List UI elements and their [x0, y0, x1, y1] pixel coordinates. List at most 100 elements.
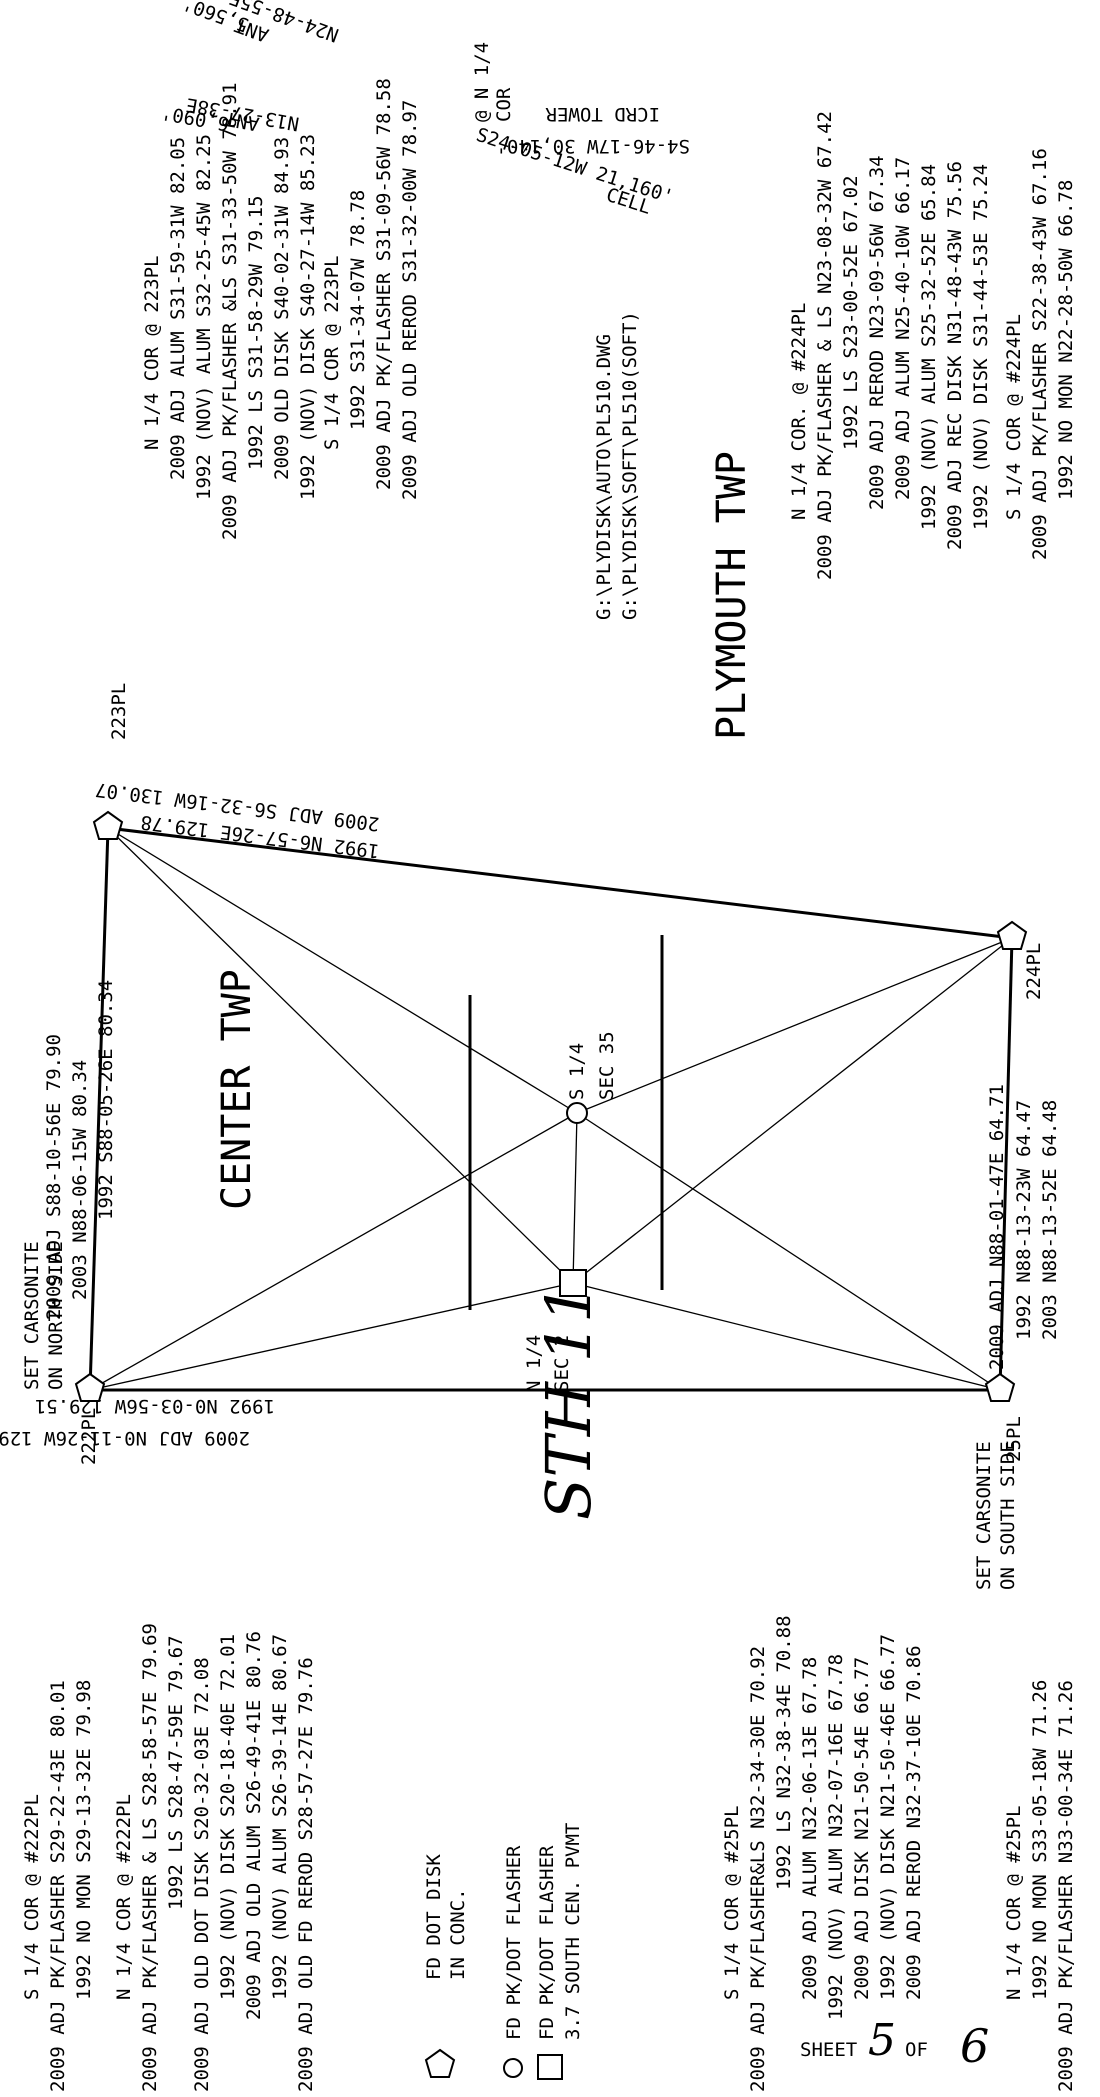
pentagon-icon [996, 920, 1028, 950]
annotation-text: 1992 (NOV) ALUM S26-39-14E 80.67 [269, 1634, 291, 2000]
block-224-s: S 1/4 COR @ #224PL 2009 ADJ PK/FLASHER S… [1003, 148, 1077, 560]
tie-25-n14 [572, 1282, 1001, 1391]
bottom-bearing-3: 2003 N88-13-52E 64.48 [1039, 1100, 1061, 1340]
corner-label-224: 224PL [1023, 943, 1045, 1000]
annotation-text: 2009 ADJ REROD N32-37-10E 70.86 [903, 1645, 925, 2000]
tie-223-s14 [107, 827, 578, 1114]
sheet-number: 5 [868, 2015, 896, 2066]
center-twp-label: CENTER TWP [214, 969, 260, 1210]
annotation-text: 1992 (NOV) DISK N21-50-46E 66.77 [877, 1634, 899, 2000]
n14cor-label-2: COR [493, 87, 515, 122]
annotation-text: 1992 LS S31-58-29W 79.15 [245, 195, 267, 470]
block-224-n: N 1/4 COR. @ #224PL 2009 ADJ PK/FLASHER … [788, 111, 992, 580]
boundary-lines [88, 826, 1014, 1392]
annotation-text: 2009 ADJ OLD DOT DISK S20-32-03E 72.08 [191, 1657, 213, 2092]
bottom-bearing-1: 2009 ADJ N88-01-47E 64.71 [986, 1084, 1008, 1370]
annotation-text: 1992 (NOV) ALUM N32-07-16E 67.78 [825, 1654, 847, 2020]
annotation-text: 2009 ADJ REROD N23-09-56W 67.34 [866, 155, 888, 510]
legend-pk-square: FD PK/DOT FLASHER [536, 1845, 558, 2040]
carsonite-south: SET CARSONITE [973, 1441, 995, 1590]
block-222-s: S 1/4 COR @ #222PL 2009 ADJ PK/FLASHER S… [21, 1680, 95, 2092]
annotation-text: N 1/4 COR @ #222PL [113, 1794, 135, 2000]
pentagon-icon [92, 810, 124, 840]
annotation-text: 1992 NO MON N22-28-50W 66.78 [1055, 180, 1077, 500]
tower-bearing: S4-46-17W 30,140' [496, 135, 690, 157]
annotation-text: 2009 ADJ OLD REROD S31-32-00W 78.97 [399, 100, 421, 500]
annotation-text: 1992 NO MON S33-05-18W 71.26 [1029, 1680, 1051, 2000]
annotation-text: 2009 ADJ DISK N21-50-54E 66.77 [851, 1657, 873, 2000]
square-icon [537, 2054, 563, 2080]
annotation-text: 2009 ADJ PK/FLASHER & LS N23-08-32W 67.4… [814, 111, 836, 580]
carsonite-north-2: ON NORTH SIDE [45, 1241, 67, 1390]
n14cor-label: @ N 1/4 [471, 42, 493, 122]
annotation-text: 1992 (NOV) ALUM S25-32-52E 65.84 [918, 164, 940, 530]
annotation-text: 2009 ADJ PK/FLASHER S29-22-43E 80.01 [47, 1680, 69, 2092]
tie-25-s14 [576, 1112, 1001, 1391]
block-222-n: N 1/4 COR @ #222PL 2009 ADJ PK/FLASHER &… [113, 1623, 317, 2092]
annotation-text: 2009 ADJ PK/FLASHER &LS S31-33-50W 78.91 [219, 82, 241, 540]
sec-line [572, 1112, 578, 1284]
top-bearing-1: 2009 ADJ S88-10-56E 79.90 [43, 1034, 65, 1320]
annotation-text: 2009 ADJ PK/FLASHER S31-09-56W 78.58 [373, 78, 395, 490]
annotation-text: 1992 LS S28-47-59E 79.67 [165, 1635, 187, 1910]
bottom-bearing-2: 1992 N88-13-23W 64.47 [1013, 1100, 1035, 1340]
pentagon-icon [984, 1372, 1016, 1402]
circle-icon [566, 1102, 588, 1124]
pentagon-icon [424, 2048, 456, 2078]
sth11-label: STH 11 [532, 1284, 605, 1521]
annotation-text: 2009 ADJ PK/FLASHER N33-00-34E 71.26 [1055, 1680, 1077, 2092]
annotation-text: 1992 (NOV) DISK S20-18-40E 72.01 [217, 1634, 239, 2000]
annotation-text: 2009 ADJ ALUM S31-59-31W 82.05 [167, 137, 189, 480]
corner-label-25: 25PL [1003, 1416, 1025, 1462]
annotation-text: 1992 (NOV) DISK S31-44-53E 75.24 [970, 164, 992, 530]
tie-224-n14 [572, 937, 1013, 1284]
legend-pk-square-2: 3.7 SOUTH CEN. PVMT [562, 1823, 584, 2040]
block-223-n: N 1/4 COR @ 223PL 2009 ADJ ALUM S31-59-3… [141, 82, 319, 540]
block-25-n: N 1/4 COR @ #25PL 1992 NO MON S33-05-18W… [1003, 1680, 1077, 2092]
block-223-s: S 1/4 COR @ 223PL 1992 S31-34-07W 78.78 … [321, 78, 421, 500]
plymouth-twp-label: PLYMOUTH TWP [709, 451, 755, 740]
tie-224-s14 [576, 937, 1013, 1114]
annotation-text: 2009 ADJ REC DISK N31-48-43W 75.56 [944, 161, 966, 550]
annotation-text: 2009 ADJ PK/FLASHER&LS N32-34-30E 70.92 [747, 1646, 769, 2092]
annotation-text: N 1/4 COR. @ #224PL [788, 303, 810, 520]
sheet-total: 6 [960, 2019, 989, 2073]
annotation-text: 1992 (NOV) ALUM S32-25-45W 82.25 [193, 134, 215, 500]
line-223-224 [107, 826, 1013, 940]
block-25-s: S 1/4 COR @ #25PL 2009 ADJ PK/FLASHER&LS… [721, 1615, 925, 2092]
annotation-text: 2009 OLD DISK S40-02-31W 84.93 [271, 137, 293, 480]
left-bearing-1: 1992 N0-03-56W 129.51 [35, 1395, 275, 1417]
annotation-text: 1992 NO MON S29-13-32E 79.98 [73, 1680, 95, 2000]
circle-icon [503, 2058, 523, 2078]
corner-label-223: 223PL [108, 683, 130, 740]
sheet-label: SHEET [800, 2039, 857, 2061]
legend-fd-dot-2: IN CONC. [447, 1888, 469, 1980]
tie-223-n14 [107, 827, 574, 1284]
annotation-text: 1992 LS S23-00-52E 67.02 [840, 175, 862, 450]
top-bearing-3: 1992 S88-05-26E 80.34 [95, 980, 117, 1220]
sec35-label: SEC 35 [596, 1031, 618, 1100]
sec2-label: SEC 2 [551, 1335, 573, 1392]
annotation-text: 1992 LS N32-38-34E 70.88 [773, 1615, 795, 1890]
annotation-text: 2009 ADJ PK/FLASHER S22-38-43W 67.16 [1029, 148, 1051, 560]
annotation-text: N 1/4 COR @ #25PL [1003, 1806, 1025, 2000]
annotation-text: 2009 ADJ PK/FLASHER & LS S28-58-57E 79.6… [139, 1623, 161, 2092]
line-222-223 [88, 827, 110, 1391]
file-path-2: G:\PLYDISK\SOFT\PL510(SOFT) [619, 311, 641, 620]
s14-label: S 1/4 [566, 1043, 588, 1100]
carsonite-south-2: ON SOUTH SIDE [997, 1441, 1019, 1590]
tie-222-s14 [89, 1112, 578, 1391]
annotation-text: 2009 ADJ ALUM N32-06-13E 67.78 [799, 1657, 821, 2000]
carsonite-north: SET CARSONITE [21, 1241, 43, 1390]
sheet-of: OF [905, 2039, 928, 2061]
annotation-text: 2009 ADJ OLD ALUM S26-49-41E 80.76 [243, 1631, 265, 2020]
top-bearing-2: 2003 N88-06-15W 80.34 [69, 1060, 91, 1300]
line-224-25 [998, 937, 1014, 1391]
annotation-text: S 1/4 COR @ #224PL [1003, 314, 1025, 520]
annotation-text: 1992 (NOV) DISK S40-27-14W 85.23 [297, 134, 319, 500]
annotation-text: 1992 S31-34-07W 78.78 [347, 190, 369, 430]
annotation-text: N 1/4 COR @ 223PL [141, 256, 163, 450]
annotation-text: S 1/4 COR @ 223PL [321, 256, 343, 450]
